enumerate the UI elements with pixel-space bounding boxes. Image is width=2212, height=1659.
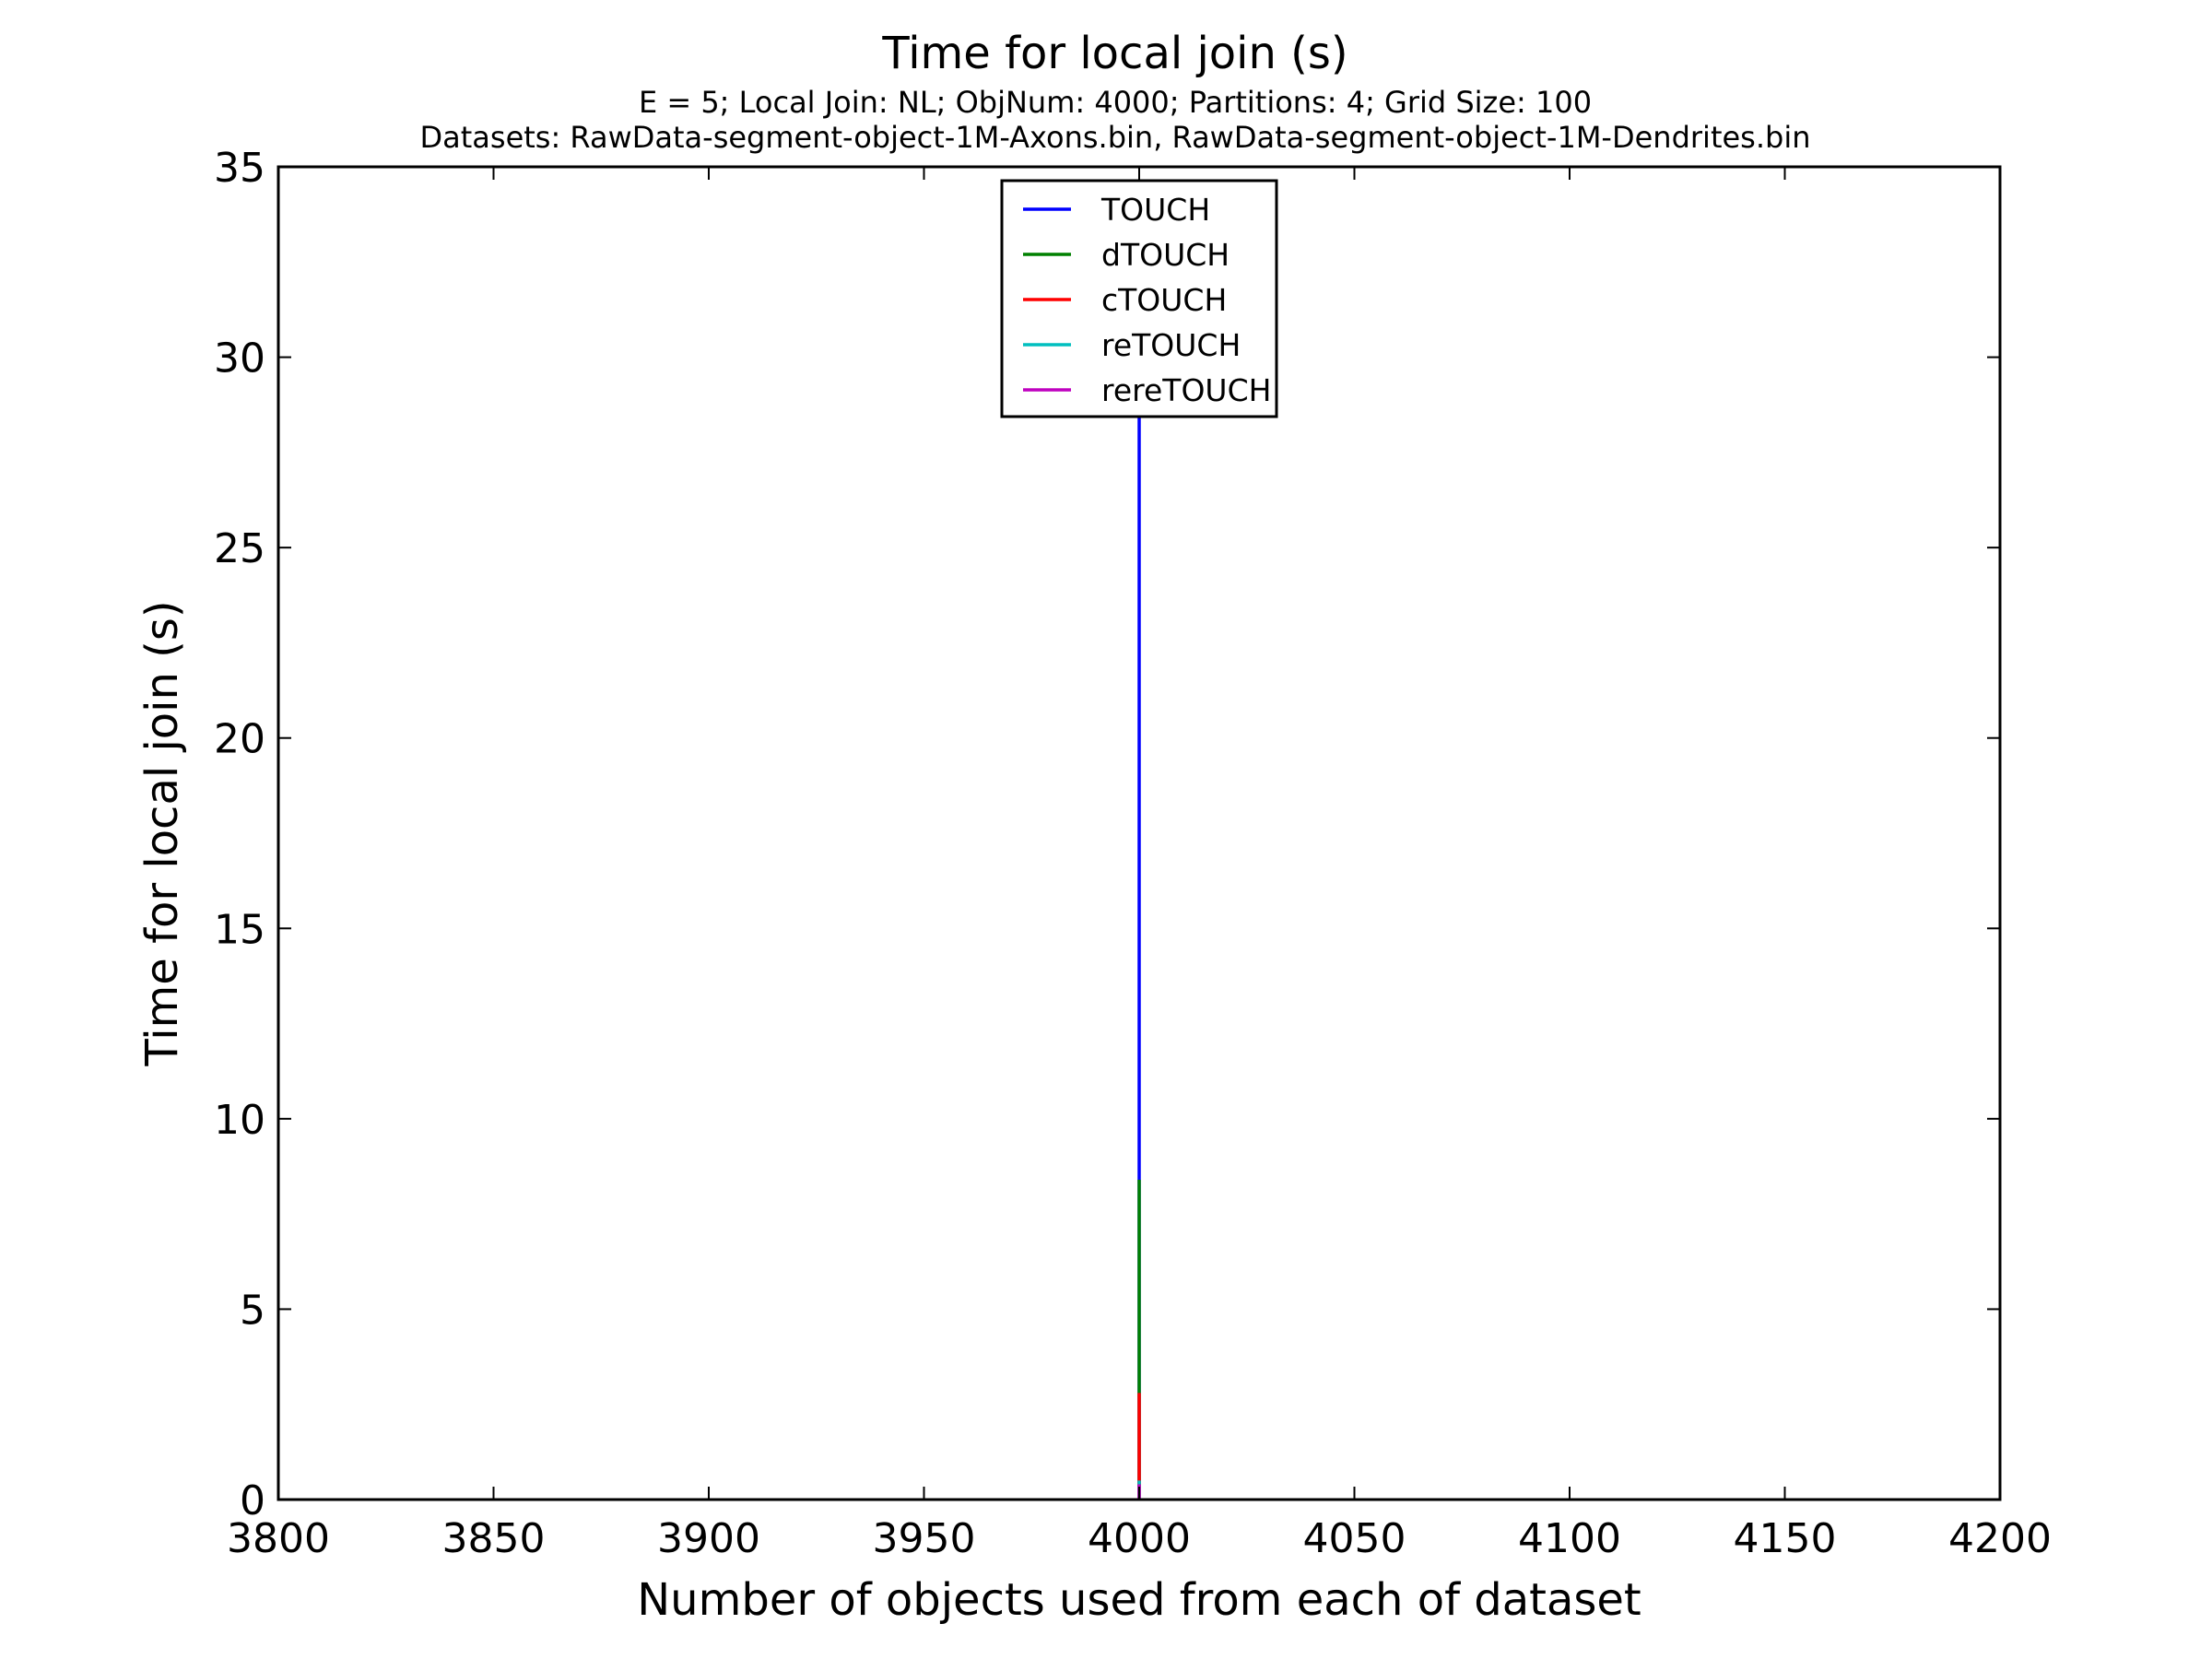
chart-subtitle-line-2: Datasets: RawData-segment-object-1M-Axon… <box>419 120 1810 155</box>
ticks-layer: 3800 3850 3900 3950 4000 4050 4100 4150 4200 0 5 10… <box>214 145 2052 1562</box>
x-tick-label-7: 4150 <box>1734 1515 1837 1562</box>
y-tick-label-2: 10 <box>214 1097 265 1144</box>
x-tick-label-5: 4050 <box>1303 1515 1406 1562</box>
y-tick-label-3: 15 <box>214 906 265 953</box>
legend-label-cTOUCH: cTOUCH <box>1101 282 1227 318</box>
y-tick-label-6: 30 <box>214 335 265 382</box>
x-tick-label-2: 3900 <box>657 1515 760 1562</box>
x-tick-label-4: 4000 <box>1088 1515 1191 1562</box>
legend-label-rereTOUCH: rereTOUCH <box>1101 372 1271 408</box>
legend: TOUCH dTOUCH cTOUCH reTOUCH rereTOUCH <box>1000 179 1278 418</box>
legend-label-reTOUCH: reTOUCH <box>1101 327 1241 363</box>
chart-subtitle-line-1: E = 5; Local Join: NL; ObjNum: 4000; Par… <box>639 85 1592 120</box>
x-tick-label-1: 3850 <box>442 1515 546 1562</box>
chart-title: Time for local join (s) <box>881 28 1347 79</box>
y-tick-label-7: 35 <box>214 145 265 192</box>
legend-label-TOUCH: TOUCH <box>1100 192 1210 228</box>
x-tick-label-0: 3800 <box>227 1515 330 1562</box>
x-axis-label: Number of objects used from each of data… <box>637 1574 1641 1626</box>
legend-label-dTOUCH: dTOUCH <box>1101 237 1230 273</box>
x-tick-label-6: 4100 <box>1518 1515 1621 1562</box>
y-tick-label-4: 20 <box>214 716 265 763</box>
plot-frame <box>276 165 2002 1501</box>
y-tick-label-0: 0 <box>240 1477 265 1524</box>
y-axis-label: Time for local join (s) <box>136 600 188 1066</box>
x-tick-label-3: 3950 <box>873 1515 976 1562</box>
x-tick-label-8: 4200 <box>1948 1515 2052 1562</box>
y-tick-label-1: 5 <box>240 1287 265 1334</box>
y-tick-label-5: 25 <box>214 525 265 572</box>
